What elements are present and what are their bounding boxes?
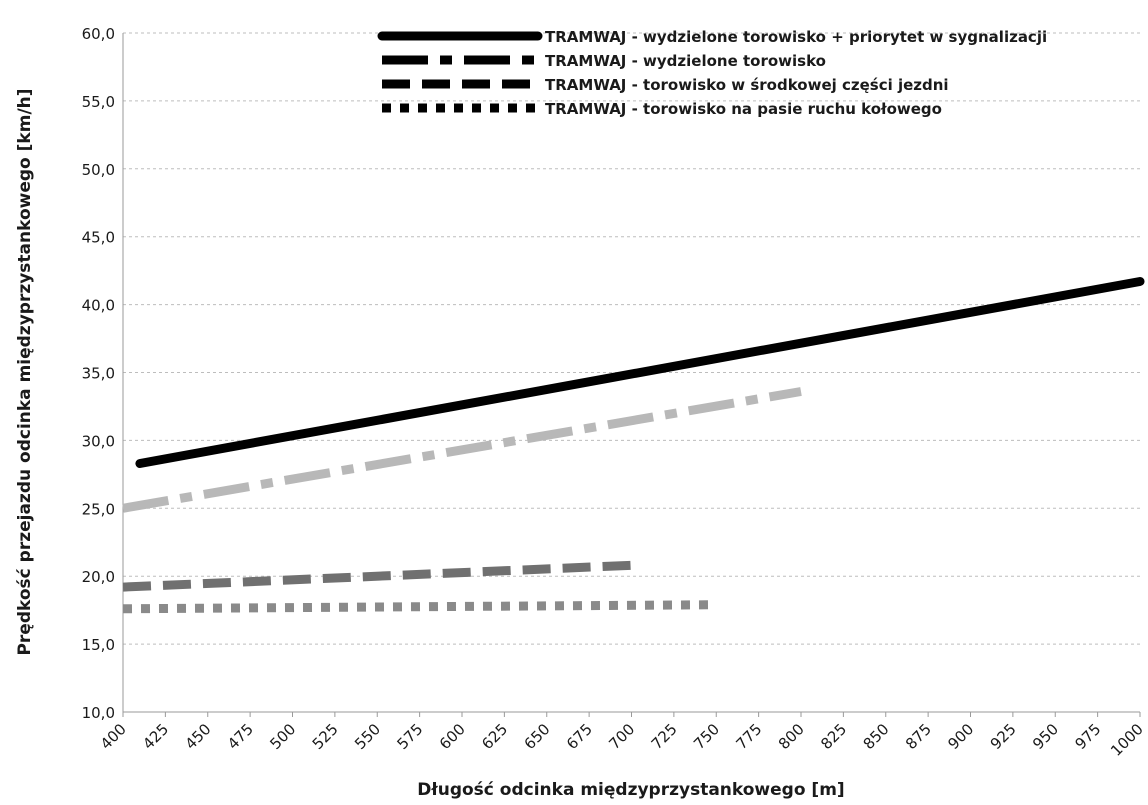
series-line-3	[122, 560, 632, 592]
legend-label-2: TRAMWAJ - wydzielone torowisko	[545, 52, 826, 70]
series-line-4	[122, 600, 717, 614]
x-tick-label: 600	[436, 720, 469, 753]
x-tick-label: 825	[817, 720, 850, 753]
y-tick-label: 60,0	[82, 25, 115, 43]
y-tick-label: 55,0	[82, 93, 115, 111]
y-tick-label: 15,0	[82, 636, 115, 654]
y-tick-label: 10,0	[82, 704, 115, 722]
x-tick-label: 650	[521, 720, 554, 753]
grid-layer	[123, 32, 1140, 713]
y-axis-title: Prędkość przejazdu odcinka międzyprzysta…	[15, 88, 35, 655]
y-tick-label: 45,0	[82, 229, 115, 247]
y-tick-label: 35,0	[82, 365, 115, 383]
legend-label-3: TRAMWAJ - torowisko w środkowej części j…	[545, 76, 949, 94]
x-tick-label: 800	[775, 720, 808, 753]
x-tick-label: 950	[1029, 720, 1062, 753]
x-tick-label: 450	[182, 720, 215, 753]
x-tick-label: 550	[351, 720, 384, 753]
x-tick-label: 525	[309, 720, 342, 753]
x-tick-label: 625	[478, 720, 511, 753]
series-line-1	[135, 277, 1145, 468]
axes-layer: 10,0 15,0 20,0 25,0 30,0 35,0 40,0 45,0 50,0 55,0…	[82, 25, 1147, 760]
x-tick-label: 1000	[1107, 720, 1147, 760]
y-tick-label: 40,0	[82, 297, 115, 315]
x-tick-label: 925	[987, 720, 1020, 753]
legend: TRAMWAJ - wydzielone torowisko + prioryt…	[377, 28, 1047, 118]
x-tick-label: 475	[224, 720, 257, 753]
x-tick-label: 675	[563, 720, 596, 753]
series-line-2	[122, 387, 802, 513]
x-tick-label: 900	[944, 720, 977, 753]
x-tick-label: 775	[732, 720, 765, 753]
x-tick-label: 875	[902, 720, 935, 753]
series-layer	[122, 277, 1145, 614]
y-tick-label: 50,0	[82, 161, 115, 179]
x-tick-label: 400	[97, 720, 130, 753]
y-tick-label: 30,0	[82, 432, 115, 450]
y-tick-label: 20,0	[82, 568, 115, 586]
legend-label-1: TRAMWAJ - wydzielone torowisko + prioryt…	[545, 28, 1047, 46]
x-axis-title: Długość odcinka międzyprzystankowego [m]	[417, 780, 844, 800]
x-tick-label: 425	[139, 720, 172, 753]
x-tick-label: 700	[605, 720, 638, 753]
x-tick-label: 850	[860, 720, 893, 753]
x-tick-label: 725	[648, 720, 681, 753]
y-tick-label: 25,0	[82, 500, 115, 518]
x-tick-label: 975	[1071, 720, 1104, 753]
x-tick-label: 575	[393, 720, 426, 753]
x-tick-label: 500	[266, 720, 299, 753]
legend-label-4: TRAMWAJ - torowisko na pasie ruchu kołow…	[545, 100, 942, 118]
x-tick-label: 750	[690, 720, 723, 753]
